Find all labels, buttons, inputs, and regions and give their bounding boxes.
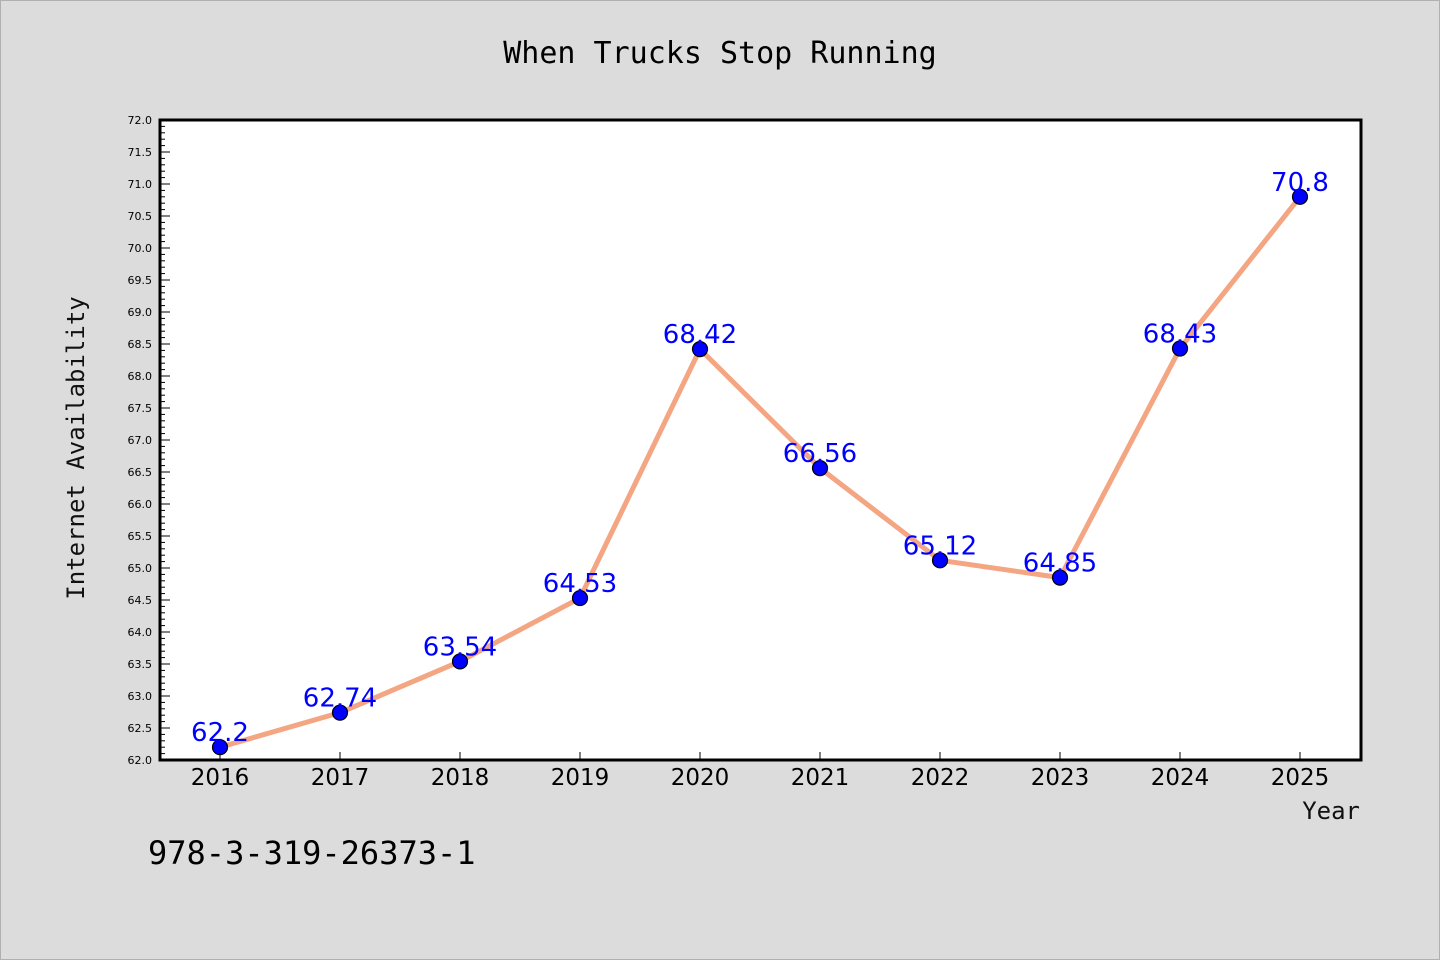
data-label: 62.74 [303,684,377,714]
data-label: 70.8 [1271,168,1329,198]
data-point [811,460,829,477]
x-axis-label: Year [1302,797,1360,825]
data-label: 63.54 [423,632,497,662]
data-label: 68.42 [663,320,737,350]
x-tick-label: 2019 [551,765,610,791]
data-label: 64.85 [1023,549,1097,579]
y-tick-label: 70.5 [128,210,153,223]
y-tick-label: 63.5 [128,658,153,671]
data-point [451,653,469,670]
x-tick-label: 2022 [911,765,970,791]
x-tick-label: 2025 [1271,765,1330,791]
y-tick-label: 69.5 [128,274,153,287]
y-tick-label: 69.0 [128,306,153,319]
x-tick-label: 2017 [311,765,370,791]
isbn-footer: 978-3-319-26373-1 [148,834,476,872]
data-label: 65.12 [903,531,977,561]
data-point [331,704,349,721]
data-point [211,739,229,756]
y-tick-label: 67.5 [128,402,153,415]
y-tick-label: 68.5 [128,338,153,351]
data-point [1051,569,1069,586]
data-point [571,589,589,607]
x-tick-label: 2021 [791,765,850,791]
y-tick-label: 72.0 [128,114,153,127]
x-tick-label: 2020 [671,765,730,791]
plot-frame [158,118,1363,762]
y-tick-label: 64.5 [128,594,153,607]
x-tick-label: 2016 [191,765,250,791]
data-label: 62.2 [191,718,249,748]
y-tick-label: 65.0 [128,562,153,575]
data-point [691,341,709,358]
y-tick-label: 66.0 [128,498,153,511]
data-point [931,552,949,569]
y-axis-label: Internet Availability [62,296,90,599]
data-point [1171,340,1189,357]
series-layer: 62.2 62.74 63.54 64.53 68.42 66.56 65.12 64.85 6… [191,168,1329,756]
y-tick-label: 71.0 [128,178,153,191]
y-tick-label: 67.0 [128,434,153,447]
x-tick-label: 2023 [1031,765,1090,791]
y-tick-label: 66.5 [128,466,153,479]
y-tick-label: 64.0 [128,626,153,639]
x-tick-label: 2018 [431,765,490,791]
series-line [219,195,1302,750]
y-tick-label: 70.0 [128,242,153,255]
data-point [1291,188,1309,205]
y-tick-label: 65.5 [128,530,153,543]
y-tick-label: 62.0 [128,754,153,767]
data-label: 68.43 [1143,319,1217,349]
chart-title: When Trucks Stop Running [503,36,936,71]
x-tick-label: 2024 [1151,765,1210,791]
y-tick-label: 71.5 [128,146,153,159]
plot-area [160,120,1361,760]
data-label: 66.56 [783,439,857,469]
y-tick-label: 62.5 [128,722,153,735]
x-axis-ticks: 2016 2017 2018 2019 2020 2021 2022 2023 2024 2025 [191,752,1330,791]
y-tick-label: 68.0 [128,370,153,383]
data-label: 64.53 [543,569,617,599]
y-tick-label: 63.0 [128,690,153,703]
